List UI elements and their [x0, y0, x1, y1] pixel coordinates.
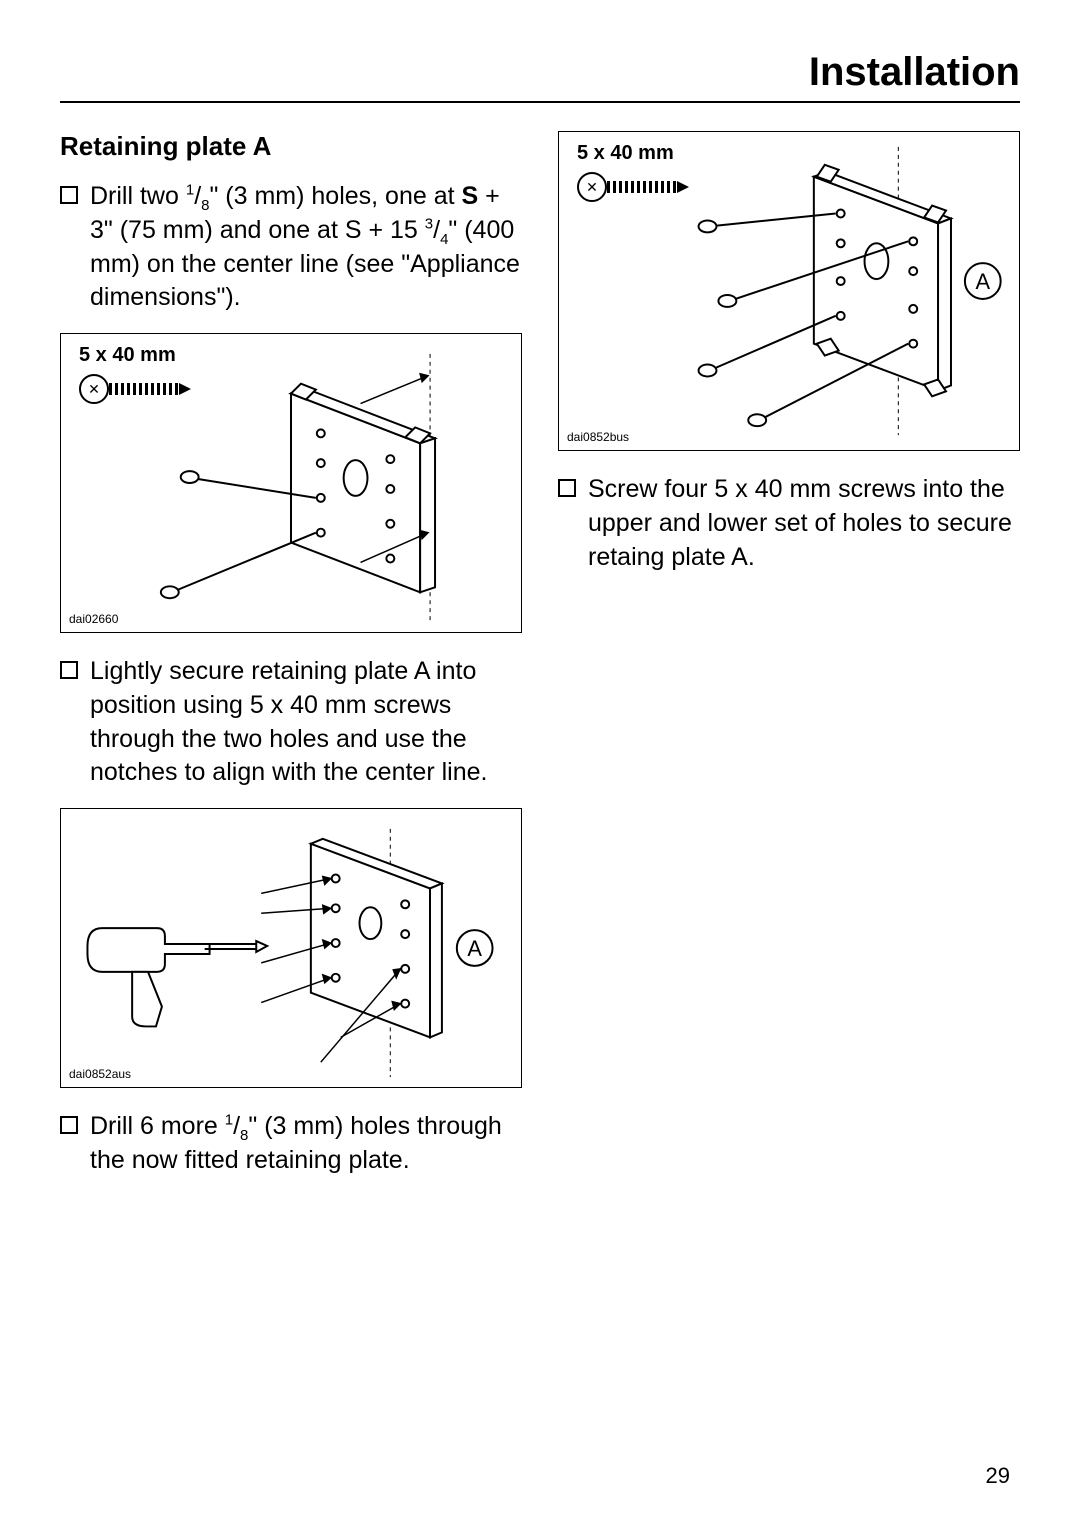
drill-plate-diagram-icon: A	[61, 809, 521, 1087]
screw-head-icon: ✕	[79, 374, 109, 404]
screw-head-icon: ✕	[577, 172, 607, 202]
figure-drill-more: A dai0852aus	[60, 808, 522, 1088]
bullet-icon	[60, 1116, 78, 1134]
right-column: 5 x 40 mm ✕	[558, 131, 1020, 1196]
figure-plate-initial: 5 x 40 mm ✕	[60, 333, 522, 633]
screw-tip-icon	[677, 181, 689, 193]
bullet-icon	[60, 661, 78, 679]
step-lightly-secure: Lightly secure retaining plate A into po…	[60, 655, 522, 790]
screw-icon: ✕	[577, 172, 689, 202]
screw-icon: ✕	[79, 374, 191, 404]
figure-id: dai0852bus	[567, 430, 629, 444]
step-drill-two-holes: Drill two 1/8" (3 mm) holes, one at S + …	[60, 180, 522, 315]
step-text: Lightly secure retaining plate A into po…	[90, 655, 522, 790]
screw-tip-icon	[179, 383, 191, 395]
step-screw-four: Screw four 5 x 40 mm screws into the upp…	[558, 473, 1020, 574]
page-header: Installation	[60, 50, 1020, 103]
header-title: Installation	[809, 50, 1020, 94]
step-drill-six-more: Drill 6 more 1/8" (3 mm) holes through t…	[60, 1110, 522, 1178]
figure-id: dai02660	[69, 612, 118, 626]
figure-four-screws: 5 x 40 mm ✕	[558, 131, 1020, 451]
step-text: Drill two 1/8" (3 mm) holes, one at S + …	[90, 180, 522, 315]
page: Installation Retaining plate A Drill two…	[0, 0, 1080, 1529]
screw-shaft-icon	[607, 181, 677, 193]
content-columns: Retaining plate A Drill two 1/8" (3 mm) …	[60, 131, 1020, 1196]
step-text: Screw four 5 x 40 mm screws into the upp…	[588, 473, 1020, 574]
plate-a-label: A	[975, 269, 990, 294]
page-number: 29	[986, 1463, 1010, 1489]
figure-id: dai0852aus	[69, 1067, 131, 1081]
bullet-icon	[558, 479, 576, 497]
left-column: Retaining plate A Drill two 1/8" (3 mm) …	[60, 131, 522, 1196]
section-heading: Retaining plate A	[60, 131, 522, 162]
plate-a-label: A	[467, 936, 482, 961]
bullet-icon	[60, 186, 78, 204]
screw-size-label: 5 x 40 mm	[577, 142, 674, 165]
screw-shaft-icon	[109, 383, 179, 395]
screw-size-label: 5 x 40 mm	[79, 344, 176, 367]
step-text: Drill 6 more 1/8" (3 mm) holes through t…	[90, 1110, 522, 1178]
